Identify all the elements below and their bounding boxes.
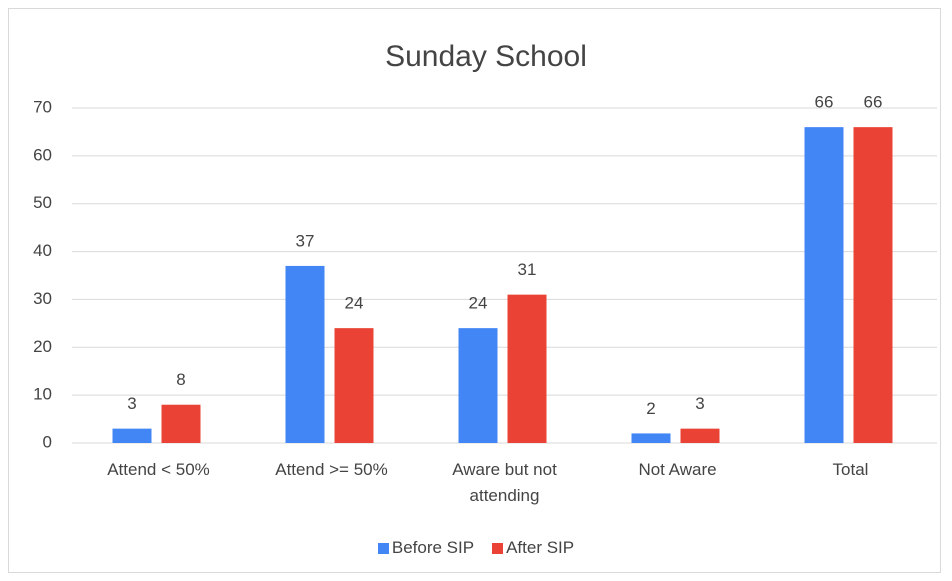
bar (853, 127, 893, 444)
data-label: 31 (518, 260, 537, 279)
y-tick-label: 60 (33, 145, 52, 164)
x-tick-label: Aware but not attending (452, 460, 557, 505)
y-tick-label: 30 (33, 289, 52, 308)
legend: Before SIP After SIP (0, 538, 952, 558)
y-tick-label: 10 (33, 385, 52, 404)
data-label: 24 (345, 294, 364, 313)
chart-border (8, 8, 941, 573)
y-tick-label: 40 (33, 241, 52, 260)
bar (112, 428, 152, 443)
x-tick-label-box: Aware but not attending (452, 460, 557, 505)
bar (680, 428, 720, 443)
data-label: 24 (469, 294, 488, 313)
bar (804, 127, 844, 444)
data-label: 3 (695, 394, 704, 413)
bar (285, 265, 325, 443)
data-label: 8 (176, 370, 185, 389)
x-tick-label: Total (832, 460, 869, 479)
y-tick-label: 20 (33, 337, 52, 356)
bar (161, 404, 201, 443)
data-label: 66 (815, 93, 834, 112)
x-tick-label: Not Aware (638, 460, 717, 479)
x-tick-label-box: Attend >= 50% (275, 460, 388, 479)
bar (458, 328, 498, 443)
y-tick-label: 50 (33, 193, 52, 212)
data-label: 66 (864, 93, 883, 112)
legend-swatch (492, 542, 504, 554)
legend-item: After SIP (492, 538, 574, 558)
data-label: 3 (127, 394, 136, 413)
x-tick-label-box: Attend < 50% (107, 460, 210, 479)
x-tick-label: Attend >= 50% (275, 460, 388, 479)
bar (631, 433, 671, 443)
y-tick-label: 70 (33, 97, 52, 116)
data-label: 37 (296, 231, 315, 250)
legend-label: Before SIP (391, 538, 475, 557)
legend-swatch (377, 542, 389, 554)
chart-title: Sunday School (385, 40, 587, 73)
x-tick-label: Attend < 50% (107, 460, 210, 479)
x-tick-label-box: Total (832, 460, 869, 479)
x-tick-label-box: Not Aware (638, 460, 717, 479)
legend-label: After SIP (506, 538, 575, 557)
y-tick-label: 0 (43, 432, 52, 451)
data-label: 2 (646, 399, 655, 418)
bar (507, 294, 547, 443)
bar (334, 328, 374, 443)
legend-item: Before SIP (377, 538, 475, 558)
